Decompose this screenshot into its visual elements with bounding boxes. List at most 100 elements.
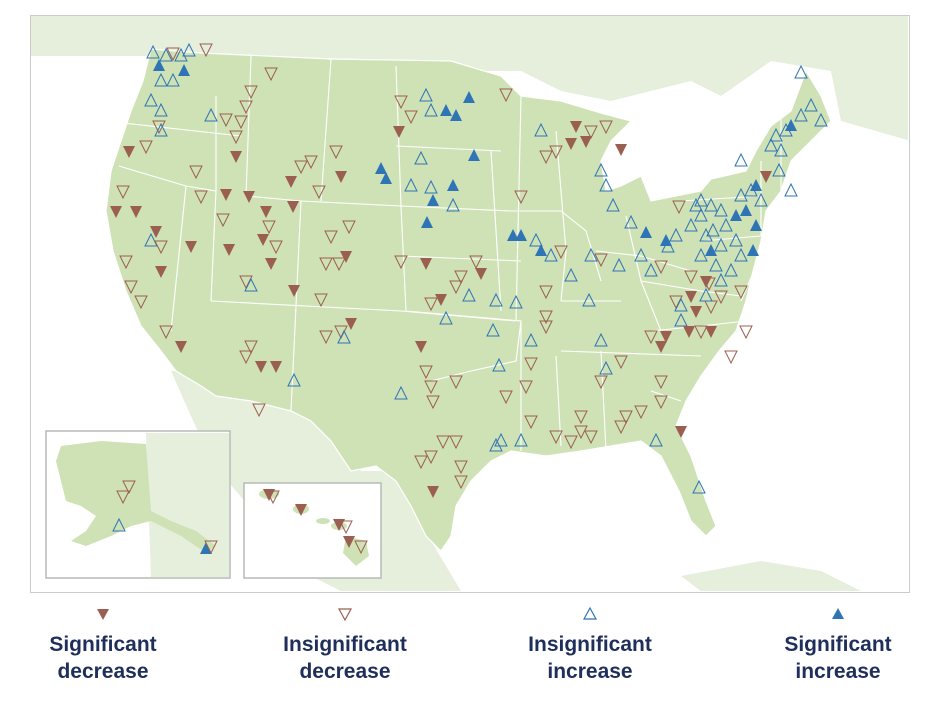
significant-decrease-marker (255, 361, 267, 373)
insignificant-decrease-marker (419, 365, 433, 380)
insignificant-decrease-icon (337, 608, 353, 622)
insignificant-decrease-marker (269, 240, 283, 255)
significant-decrease-marker (705, 326, 717, 338)
insignificant-decrease-marker (139, 140, 153, 155)
insignificant-increase-marker (669, 227, 683, 242)
insignificant-increase-marker (744, 182, 758, 197)
insignificant-increase-marker (714, 272, 728, 287)
significant-decrease-marker (155, 266, 167, 278)
insignificant-decrease-marker (252, 403, 266, 418)
significant-increase-marker (447, 179, 459, 191)
insignificant-decrease-marker (654, 395, 668, 410)
insignificant-decrease-marker (314, 293, 328, 308)
insignificant-decrease-marker (599, 120, 613, 135)
insignificant-decrease-marker (702, 277, 716, 292)
insignificant-increase-marker (694, 192, 708, 207)
significant-decrease-marker (243, 191, 255, 203)
insignificant-decrease-marker (499, 390, 513, 405)
insignificant-decrease-marker (539, 150, 553, 165)
insignificant-increase-marker (144, 92, 158, 107)
significant-increase-marker (380, 172, 392, 184)
insignificant-decrease-marker (564, 435, 578, 450)
insignificant-increase-marker (112, 517, 126, 532)
insignificant-decrease-marker (634, 405, 648, 420)
insignificant-increase-marker (804, 97, 818, 112)
insignificant-decrease-marker (239, 100, 253, 115)
insignificant-decrease-marker (354, 540, 368, 555)
legend-label-line2: increase (547, 660, 633, 683)
insignificant-decrease-marker (449, 280, 463, 295)
legend-label-line2: increase (795, 660, 881, 683)
significant-decrease-marker (683, 326, 695, 338)
insignificant-increase-marker (204, 107, 218, 122)
insignificant-increase-marker (594, 332, 608, 347)
map-panel (30, 15, 910, 593)
insignificant-increase-marker (794, 107, 808, 122)
insignificant-increase-marker (689, 197, 703, 212)
insignificant-increase-marker (446, 197, 460, 212)
significant-increase-marker (375, 162, 387, 174)
insignificant-decrease-marker (332, 257, 346, 272)
significant-decrease-marker (265, 258, 277, 270)
insignificant-decrease-marker (199, 43, 213, 58)
insignificant-increase-marker (154, 72, 168, 87)
significant-decrease-marker (655, 341, 667, 353)
significant-decrease-marker (230, 151, 242, 163)
significant-decrease-marker (185, 241, 197, 253)
insignificant-increase-marker (489, 292, 503, 307)
insignificant-increase-marker (337, 329, 351, 344)
insignificant-decrease-marker (426, 395, 440, 410)
insignificant-increase-marker (612, 257, 626, 272)
insignificant-decrease-marker (234, 115, 248, 130)
insignificant-decrease-marker (116, 185, 130, 200)
insignificant-decrease-marker (734, 285, 748, 300)
insignificant-decrease-marker (539, 320, 553, 335)
insignificant-decrease-marker (549, 430, 563, 445)
significant-increase-marker (705, 244, 717, 256)
insignificant-increase-marker (414, 150, 428, 165)
insignificant-decrease-marker (694, 325, 708, 340)
insignificant-decrease-marker (414, 455, 428, 470)
significant-decrease-marker (123, 146, 135, 158)
insignificant-decrease-marker (524, 357, 538, 372)
insignificant-decrease-marker (116, 490, 130, 505)
insignificant-increase-marker (684, 217, 698, 232)
insignificant-decrease-marker (654, 260, 668, 275)
insignificant-increase-marker (524, 332, 538, 347)
significant-increase-marker (750, 219, 762, 231)
insignificant-decrease-marker (189, 165, 203, 180)
insignificant-decrease-marker (469, 255, 483, 270)
insignificant-increase-marker (699, 227, 713, 242)
insignificant-increase-marker (244, 277, 258, 292)
significant-decrease-marker (580, 136, 592, 148)
insignificant-increase-marker (644, 262, 658, 277)
significant-decrease-marker (685, 291, 697, 303)
alaska-inset (45, 430, 231, 579)
insignificant-increase-marker (182, 42, 196, 57)
insignificant-increase-marker (754, 192, 768, 207)
significant-increase-marker (468, 149, 480, 161)
insignificant-decrease-marker (424, 450, 438, 465)
insignificant-decrease-marker (454, 270, 468, 285)
significant-increase-marker (535, 244, 547, 256)
insignificant-increase-marker (582, 292, 596, 307)
insignificant-increase-marker (692, 479, 706, 494)
insignificant-decrease-marker (134, 295, 148, 310)
significant-decrease-marker (130, 206, 142, 218)
insignificant-increase-icon (582, 606, 598, 620)
insignificant-decrease-marker (724, 350, 738, 365)
legend-significant-increase: Significant increase (728, 605, 930, 685)
legend-insignificant-increase: Insignificant increase (480, 605, 700, 685)
significant-decrease-marker (427, 486, 439, 498)
significant-decrease-marker (675, 426, 687, 438)
significant-increase-marker (440, 104, 452, 116)
significant-decrease-marker (295, 504, 307, 516)
significant-increase-marker (660, 234, 672, 246)
legend-label-line1: Insignificant (283, 633, 407, 656)
significant-decrease-marker (393, 126, 405, 138)
legend-insignificant-decrease: Insignificant decrease (235, 605, 455, 685)
insignificant-increase-marker (734, 247, 748, 262)
insignificant-increase-marker (599, 177, 613, 192)
insignificant-decrease-marker (449, 435, 463, 450)
insignificant-increase-marker (159, 47, 173, 62)
